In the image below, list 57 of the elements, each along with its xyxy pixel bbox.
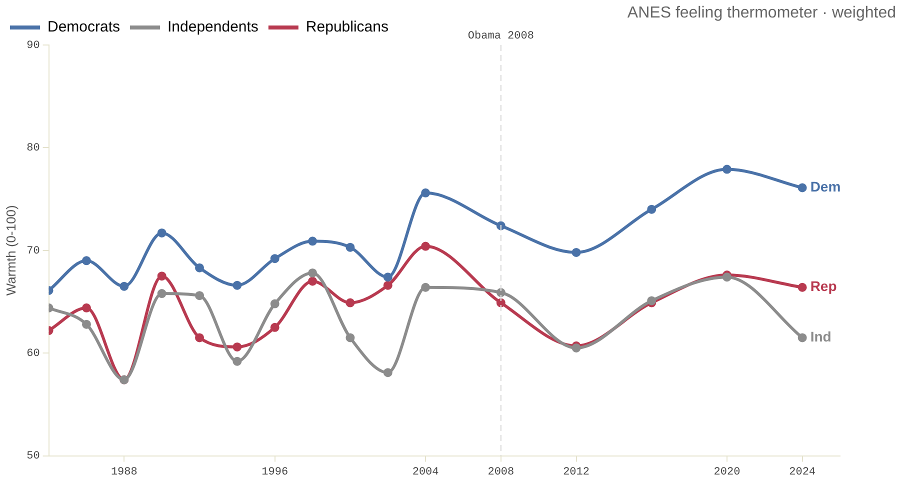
- y-tick-label: 50: [26, 450, 40, 463]
- legend-label: Democrats: [48, 18, 120, 36]
- point: [722, 164, 732, 174]
- ref-line-label: Obama 2008: [468, 30, 534, 42]
- point: [270, 322, 280, 332]
- point: [572, 248, 581, 257]
- point: [82, 303, 91, 312]
- point: [798, 282, 807, 292]
- annotation: Ind: [810, 328, 832, 345]
- legend-label: Independents: [168, 18, 258, 36]
- annotation: Rep: [810, 278, 837, 294]
- point: [195, 263, 204, 272]
- point: [232, 342, 242, 352]
- point: [421, 188, 430, 198]
- y-tick-label: 70: [26, 245, 40, 258]
- annotation: Dem: [810, 178, 841, 195]
- x-tick-label: 2024: [789, 466, 816, 478]
- x-tick-label: 1988: [110, 466, 138, 478]
- x-tick-label: 2012: [563, 466, 590, 478]
- point: [157, 228, 166, 238]
- point: [232, 356, 242, 366]
- legend-label: Republicans: [306, 18, 388, 36]
- point: [232, 280, 242, 290]
- y-tick-label: 80: [26, 142, 40, 155]
- point: [346, 242, 355, 252]
- x-tick-label: 1996: [262, 466, 288, 478]
- point: [647, 204, 656, 214]
- point: [157, 289, 166, 298]
- point: [157, 272, 166, 281]
- point: [421, 282, 430, 292]
- point: [383, 368, 392, 378]
- point: [195, 333, 204, 342]
- point: [82, 256, 91, 266]
- point: [120, 282, 129, 291]
- point: [496, 298, 506, 308]
- point: [346, 333, 355, 342]
- point: [798, 333, 807, 342]
- point: [82, 320, 91, 329]
- point: [308, 276, 318, 286]
- y-tick-label: 90: [26, 40, 40, 52]
- point: [346, 298, 355, 308]
- x-tick-label: 2004: [412, 466, 440, 478]
- chart-subtitle: ANES feeling thermometer · weighted: [627, 4, 896, 22]
- point: [421, 242, 430, 251]
- point: [496, 288, 506, 298]
- y-axis-title: Warmth (0-100): [3, 205, 18, 296]
- point: [798, 183, 807, 192]
- y-tick-label: 60: [26, 348, 40, 360]
- point: [270, 254, 280, 264]
- point: [383, 272, 392, 282]
- point: [308, 268, 318, 278]
- x-tick-label: 2020: [714, 466, 740, 478]
- point: [308, 236, 318, 246]
- point: [195, 291, 204, 300]
- x-tick-label: 2008: [488, 466, 514, 478]
- point: [383, 280, 392, 290]
- point: [270, 299, 280, 308]
